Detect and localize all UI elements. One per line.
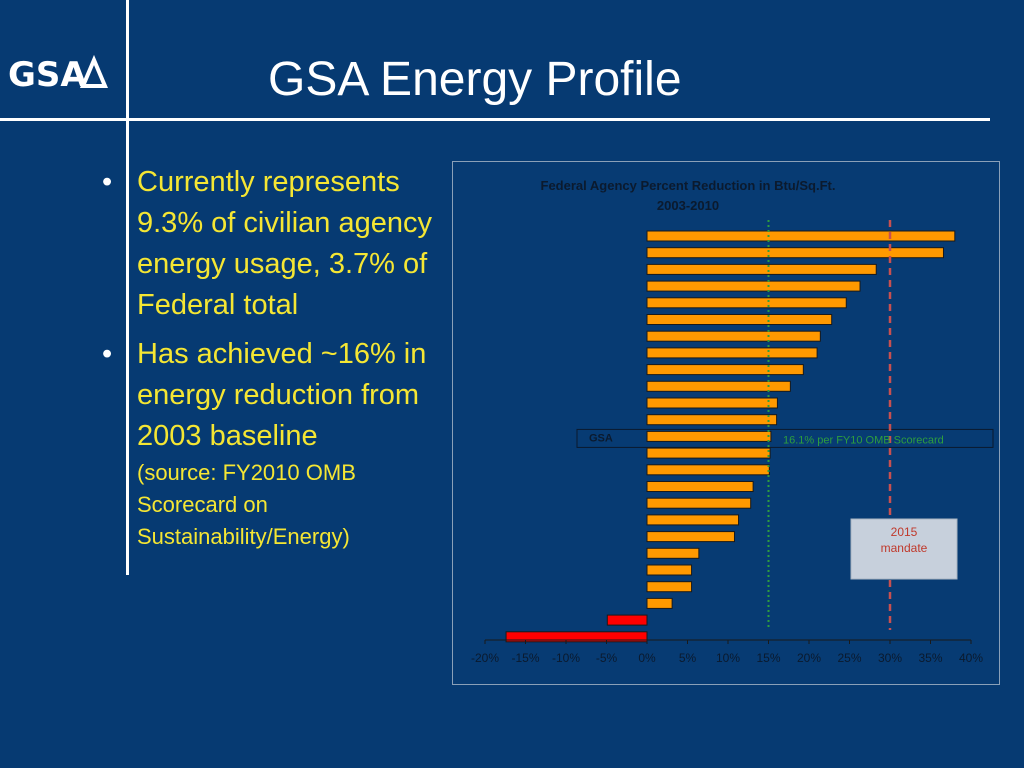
chart-subtitle: 2003-2010 xyxy=(657,198,719,213)
bar xyxy=(646,514,740,526)
bar xyxy=(646,597,673,609)
x-tick-label: 40% xyxy=(959,651,983,665)
bar-chart: Federal Agency Percent Reduction in Btu/… xyxy=(471,178,994,665)
bar xyxy=(646,347,818,359)
x-tick-label: 5% xyxy=(679,651,697,665)
bar xyxy=(646,497,752,509)
page-title: GSA Energy Profile xyxy=(268,53,682,106)
mandate-label-line2: mandate xyxy=(881,541,928,555)
bullet-text: Currently represents 9.3% of civilian ag… xyxy=(137,166,432,321)
bar xyxy=(646,280,861,292)
bar xyxy=(505,631,648,643)
bullet-dot-icon: • xyxy=(102,166,113,198)
chart-title: Federal Agency Percent Reduction in Btu/… xyxy=(541,178,836,193)
bar xyxy=(646,430,772,442)
bar xyxy=(646,547,700,559)
x-tick-label: 30% xyxy=(878,651,902,665)
gsa-scorecard-note: 16.1% per FY10 OMB Scorecard xyxy=(783,434,944,446)
bar xyxy=(646,330,821,342)
bar xyxy=(646,414,778,426)
bullet-item: • Has achieved ~16% in energy reduction … xyxy=(102,334,452,553)
bar xyxy=(646,364,804,376)
gsa-highlight-box xyxy=(576,428,994,448)
x-tick-label: 25% xyxy=(837,651,861,665)
bar xyxy=(646,481,754,492)
bar xyxy=(646,464,770,476)
x-tick-label: 20% xyxy=(797,651,821,665)
gsa-label: GSA xyxy=(589,432,613,444)
gsa-logo: GSA xyxy=(8,54,108,94)
bullet-text: Has achieved ~16% in energy reduction fr… xyxy=(137,338,427,452)
mandate-box xyxy=(850,518,958,580)
x-tick-label: 0% xyxy=(638,651,656,665)
bar xyxy=(646,263,877,275)
bullet-source: (source: FY2010 OMB Scorecard on Sustain… xyxy=(137,460,356,549)
bar xyxy=(646,531,735,543)
bar xyxy=(646,230,956,242)
bullet-dot-icon: • xyxy=(102,338,113,370)
bar xyxy=(646,564,693,576)
bar xyxy=(646,297,847,309)
x-tick-label: -5% xyxy=(596,651,618,665)
bar xyxy=(646,397,778,409)
x-tick-label: 35% xyxy=(918,651,942,665)
x-tick-label: 10% xyxy=(716,651,740,665)
bar xyxy=(646,581,693,593)
gsa-logo-text: GSA xyxy=(8,55,87,94)
gsa-logo-star xyxy=(79,54,108,88)
bar xyxy=(646,447,771,459)
x-tick-label: -15% xyxy=(511,651,539,665)
bar xyxy=(646,247,944,259)
bar xyxy=(646,380,791,392)
x-tick-label: 15% xyxy=(756,651,780,665)
x-tick-label: -10% xyxy=(552,651,580,665)
x-tick-label: -20% xyxy=(471,651,499,665)
bullet-list: • Currently represents 9.3% of civilian … xyxy=(102,162,452,561)
header-vertical-divider xyxy=(126,0,129,575)
bar xyxy=(646,314,833,325)
chart-container: Federal Agency Percent Reduction in Btu/… xyxy=(452,161,1000,685)
header-horizontal-divider xyxy=(0,118,990,121)
bullet-item: • Currently represents 9.3% of civilian … xyxy=(102,162,452,326)
bar xyxy=(606,614,648,626)
mandate-label-line1: 2015 xyxy=(891,525,918,539)
